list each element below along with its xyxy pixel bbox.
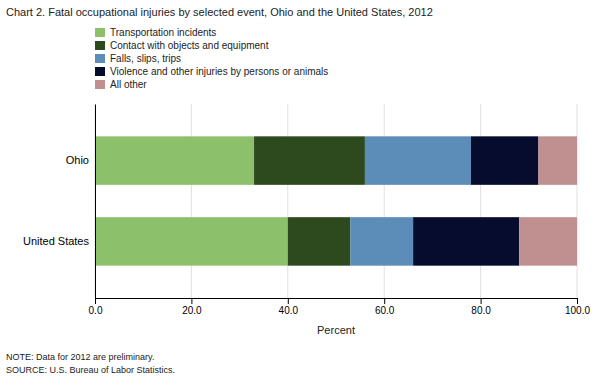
legend: Transportation incidents Contact with obj… <box>95 27 328 90</box>
y-axis: Ohio United States <box>23 105 96 299</box>
bar <box>95 217 288 266</box>
legend-item: Falls, slips, trips <box>95 53 181 64</box>
x-tick: 100.0 <box>565 298 590 316</box>
legend-label: Transportation incidents <box>110 27 216 38</box>
x-tick-mark <box>191 298 192 304</box>
legend-item: Violence and other injuries by persons o… <box>95 66 328 77</box>
grid-line <box>480 104 481 298</box>
x-tick-mark <box>481 298 482 304</box>
x-tick: 20.0 <box>182 298 202 316</box>
bar <box>350 217 413 266</box>
legend-swatch <box>95 80 105 89</box>
x-tick-label: 80.0 <box>471 305 491 316</box>
bar <box>254 136 365 185</box>
x-tick: 80.0 <box>471 298 491 316</box>
x-tick-label: 0.0 <box>89 305 103 316</box>
x-tick-mark <box>95 298 96 304</box>
y-tick-label: Ohio <box>66 154 89 166</box>
x-axis: 0.0 20.0 40.0 60.0 80.0 100.0 <box>89 298 591 316</box>
x-tick-mark <box>288 298 289 304</box>
chart: Chart 2. Fatal occupational injuries by … <box>0 0 601 390</box>
bar <box>519 217 577 266</box>
x-axis-line <box>96 299 578 305</box>
y-tick: Ohio <box>66 154 95 166</box>
annotation: SOURCE: U.S. Bureau of Labor Statistics. <box>6 365 175 375</box>
plot: 0.0 20.0 40.0 60.0 80.0 100.0 Ohio United State… <box>23 104 590 316</box>
legend-swatch <box>95 28 105 37</box>
x-axis-title: Percent <box>317 324 355 336</box>
legend-swatch <box>95 67 105 76</box>
legend-item: All other <box>95 79 147 90</box>
x-tick-label: 60.0 <box>375 305 395 316</box>
legend-label: Falls, slips, trips <box>110 53 181 64</box>
grid <box>95 104 577 298</box>
y-tick-label: United States <box>23 235 90 247</box>
y-axis-line <box>95 105 96 299</box>
x-tick-label: 100.0 <box>565 305 590 316</box>
grid-line <box>287 104 288 298</box>
y-tick: United States <box>23 235 95 247</box>
bar <box>288 217 351 266</box>
x-tick: 60.0 <box>375 298 395 316</box>
legend-label: Violence and other injuries by persons o… <box>110 66 328 77</box>
legend-swatch <box>95 54 105 63</box>
legend-label: All other <box>110 79 147 90</box>
series <box>254 136 365 265</box>
x-tick-mark <box>577 298 578 304</box>
bar <box>95 136 254 185</box>
x-tick: 40.0 <box>279 298 299 316</box>
legend-item: Contact with objects and equipment <box>95 40 269 51</box>
x-tick: 0.0 <box>89 298 103 316</box>
grid-line <box>384 104 385 298</box>
x-tick-label: 40.0 <box>279 305 299 316</box>
grid-line <box>577 104 578 298</box>
grid-line <box>191 104 192 298</box>
grid-line <box>95 104 96 298</box>
bar <box>365 136 471 185</box>
legend-swatch <box>95 41 105 50</box>
bar <box>471 136 538 185</box>
legend-item: Transportation incidents <box>95 27 216 38</box>
bars <box>95 136 577 265</box>
x-tick-label: 20.0 <box>182 305 202 316</box>
legend-label: Contact with objects and equipment <box>110 40 269 51</box>
x-tick-mark <box>384 298 385 304</box>
bar <box>413 217 519 266</box>
title: Chart 2. Fatal occupational injuries by … <box>6 6 433 18</box>
bar <box>538 136 577 185</box>
annotation: NOTE: Data for 2012 are preliminary. <box>6 352 154 362</box>
series <box>519 136 577 265</box>
